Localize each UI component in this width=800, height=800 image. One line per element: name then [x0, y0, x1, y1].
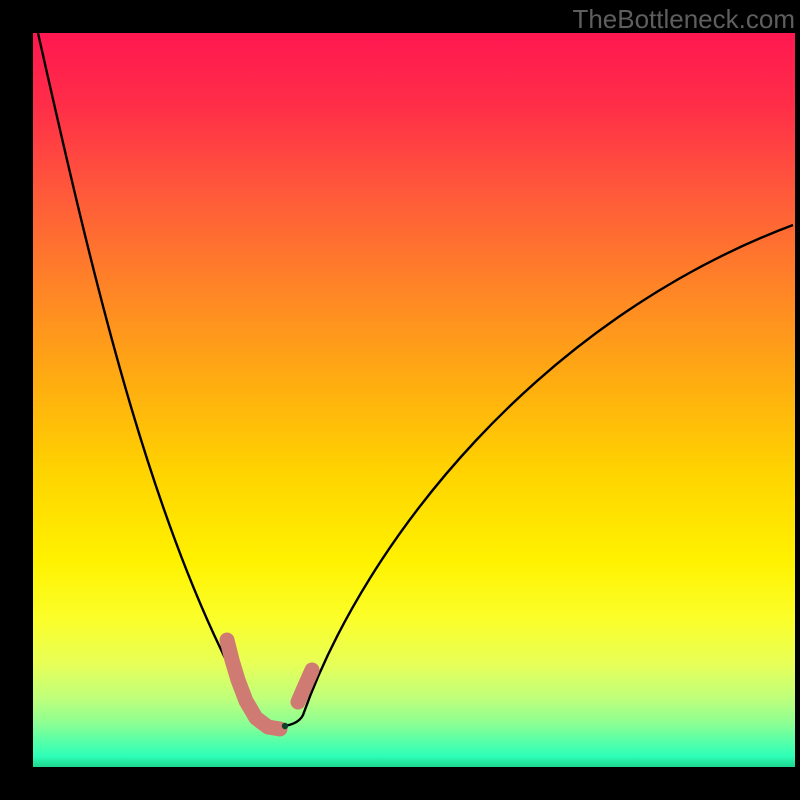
gradient-background [33, 33, 795, 767]
watermark-text: TheBottleneck.com [572, 4, 795, 35]
bottleneck-chart [0, 0, 800, 800]
optimal-point-dot [282, 723, 288, 729]
